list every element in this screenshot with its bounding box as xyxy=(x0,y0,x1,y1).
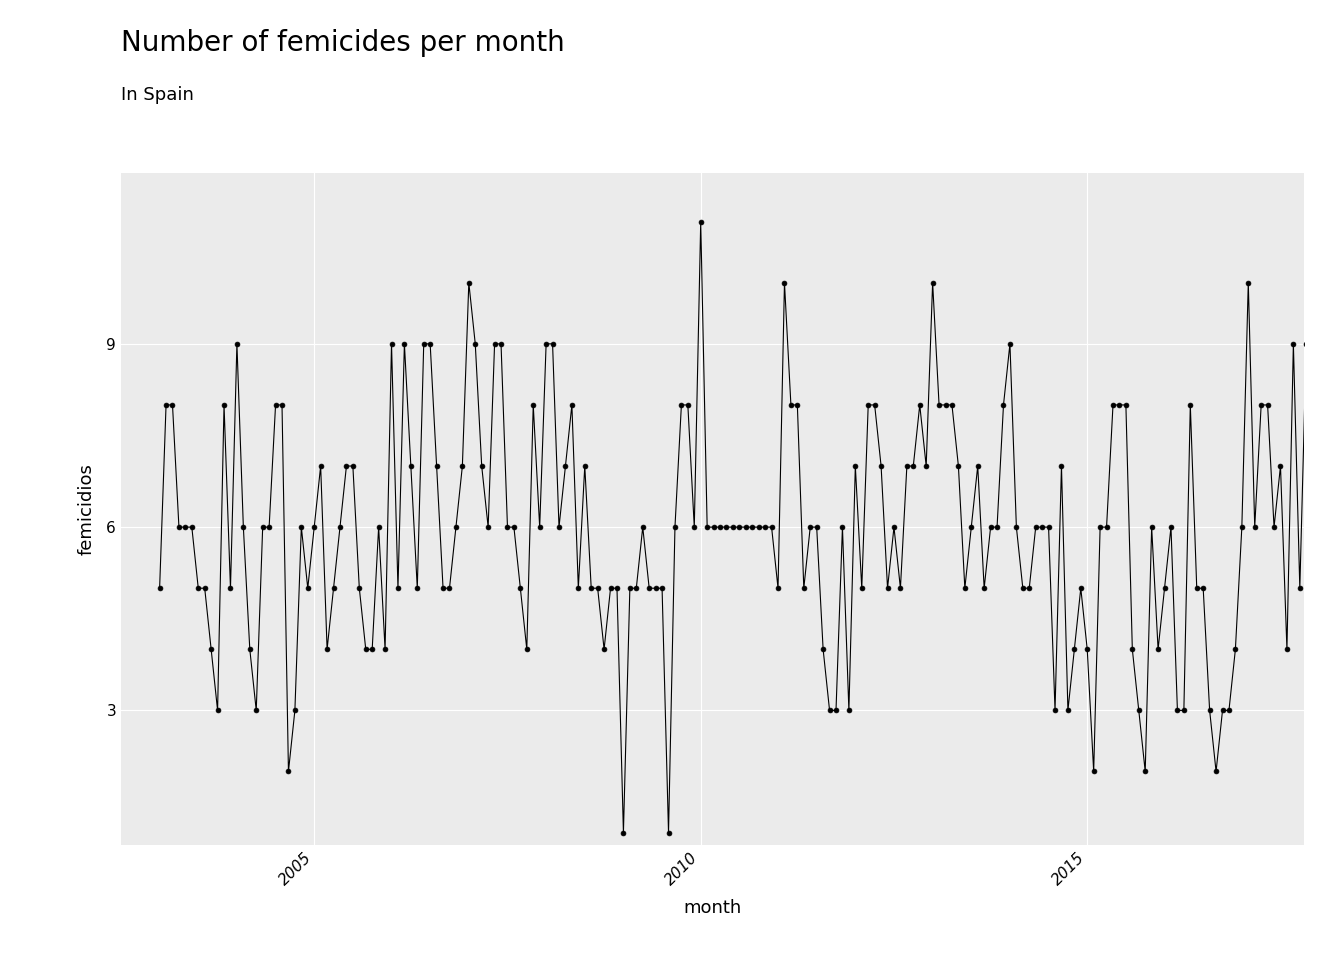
X-axis label: month: month xyxy=(683,899,742,917)
Text: In Spain: In Spain xyxy=(121,86,194,105)
Y-axis label: femicidios: femicidios xyxy=(77,463,95,555)
Text: Number of femicides per month: Number of femicides per month xyxy=(121,29,564,57)
